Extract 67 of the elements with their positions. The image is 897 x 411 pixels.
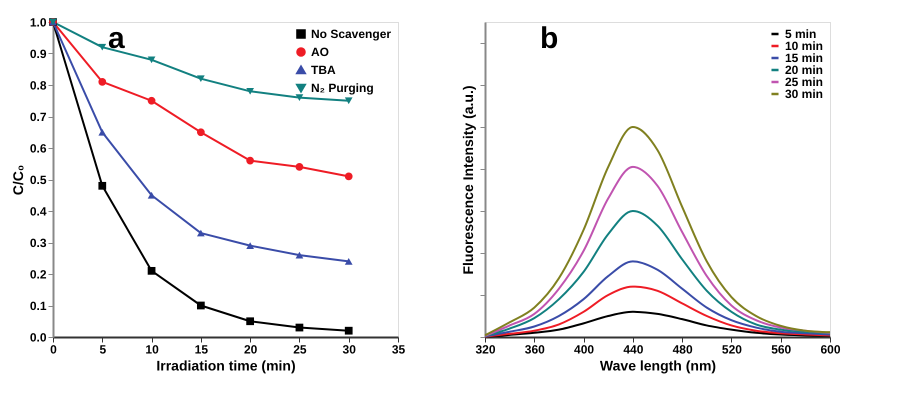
legend-label: TBA <box>311 63 336 77</box>
point <box>148 56 156 64</box>
x-tick-label: 10 <box>145 342 160 356</box>
y-tick-label: 0.0 <box>30 330 47 344</box>
y-tick-label: 0.3 <box>30 236 47 250</box>
point <box>296 163 304 171</box>
point <box>296 252 304 258</box>
point <box>344 258 353 265</box>
point <box>246 156 254 164</box>
legend-label: 5 min <box>785 27 816 41</box>
point <box>98 128 106 136</box>
legend-label: 15 min <box>785 51 824 65</box>
point <box>98 182 106 190</box>
point <box>246 242 254 250</box>
y-tick-label: 0.5 <box>30 173 47 187</box>
point <box>196 75 205 82</box>
x-tick-label: 480 <box>672 342 693 356</box>
point <box>246 88 254 95</box>
y-tick-label: 0.7 <box>30 110 47 124</box>
legend-label: 10 min <box>785 39 824 53</box>
legend-label: 30 min <box>785 87 824 101</box>
y-tick-label: 0.9 <box>30 47 47 61</box>
y-tick-label: 0.6 <box>30 142 47 156</box>
x-tick-label: 600 <box>820 342 841 356</box>
point <box>296 324 304 332</box>
point <box>98 44 106 51</box>
point <box>148 266 156 275</box>
text: b <box>540 22 558 55</box>
legend-label: AO <box>311 45 329 59</box>
x-tick-label: 15 <box>194 342 208 356</box>
legend-label: N₂ Purging <box>311 81 374 95</box>
annotation: a <box>108 22 125 55</box>
x-tick-label: 25 <box>293 342 307 356</box>
point <box>246 317 254 326</box>
point <box>344 172 353 180</box>
legend-label: No Scavenger <box>311 27 392 41</box>
y-tick-label: 0.2 <box>30 268 47 282</box>
y-tick-label: 0.4 <box>30 204 47 218</box>
x-tick-label: 5 <box>99 342 106 356</box>
x-tick-label: 440 <box>623 342 644 356</box>
point <box>148 96 156 105</box>
legend-label: 20 min <box>785 63 824 77</box>
x-tick-label: 320 <box>475 342 496 356</box>
y-tick-label: 0.8 <box>30 78 47 92</box>
point <box>196 302 205 310</box>
x-axis-title: Wave length (nm) <box>600 358 716 374</box>
x-tick-label: 35 <box>392 342 406 356</box>
x-tick-label: 520 <box>722 342 742 356</box>
point <box>196 230 205 236</box>
point <box>344 326 353 335</box>
y-tick-label: 0.1 <box>30 299 47 313</box>
x-axis-title: Irradiation time (min) <box>156 358 296 374</box>
point <box>98 78 106 86</box>
x-tick-label: 0 <box>50 342 58 356</box>
point <box>148 192 156 199</box>
x-tick-label: 560 <box>771 342 792 356</box>
y-tick-label: 1.0 <box>30 16 47 30</box>
y-axis-title: C/C₀ <box>10 164 26 196</box>
x-tick-label: 400 <box>574 342 594 356</box>
x-tick-label: 20 <box>244 342 258 356</box>
x-tick-label: 360 <box>524 342 546 356</box>
y-axis-title: Fluorescence Intensity (a.u.) <box>460 85 476 275</box>
x-tick-label: 30 <box>342 342 356 356</box>
point <box>196 128 205 136</box>
legend-label: 25 min <box>785 75 824 89</box>
point <box>296 94 304 101</box>
point <box>344 97 353 104</box>
